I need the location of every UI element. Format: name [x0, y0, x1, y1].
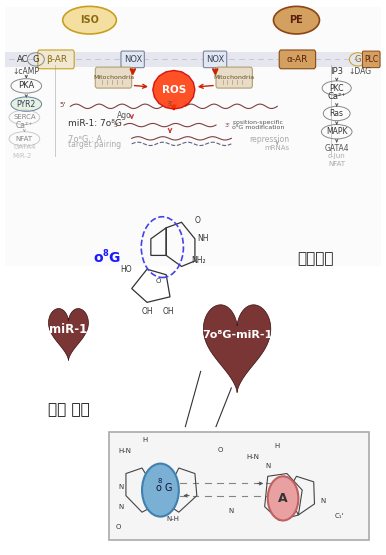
- Text: C₁': C₁': [335, 513, 344, 519]
- Text: ↓DAG: ↓DAG: [348, 67, 371, 76]
- Text: N-H: N-H: [166, 516, 179, 522]
- Text: GATA4: GATA4: [13, 144, 36, 150]
- Text: H-N: H-N: [247, 454, 260, 460]
- Text: Ago: Ago: [117, 111, 131, 120]
- Text: α-AR: α-AR: [287, 55, 308, 64]
- Text: MAPK: MAPK: [326, 127, 347, 136]
- Text: N: N: [229, 507, 234, 513]
- FancyBboxPatch shape: [38, 50, 74, 69]
- Text: Ca²⁺: Ca²⁺: [327, 92, 346, 101]
- Text: 5': 5': [59, 102, 66, 108]
- Text: A: A: [278, 492, 288, 505]
- Circle shape: [142, 463, 179, 517]
- Text: Ras: Ras: [330, 109, 344, 118]
- Text: 8: 8: [103, 249, 109, 258]
- Text: ISO: ISO: [80, 15, 99, 25]
- Text: Mitochondria: Mitochondria: [214, 75, 255, 80]
- Text: H: H: [142, 437, 148, 443]
- Polygon shape: [49, 309, 88, 360]
- Text: mRNAs: mRNAs: [265, 145, 290, 151]
- FancyBboxPatch shape: [362, 51, 380, 68]
- Text: O: O: [156, 279, 161, 284]
- Text: PKA: PKA: [18, 82, 34, 90]
- Text: N: N: [265, 463, 270, 470]
- Text: PLC: PLC: [364, 55, 378, 64]
- FancyBboxPatch shape: [95, 67, 132, 88]
- FancyBboxPatch shape: [216, 67, 252, 88]
- FancyBboxPatch shape: [121, 51, 144, 68]
- Circle shape: [268, 476, 298, 521]
- Text: β-AR: β-AR: [46, 55, 67, 64]
- Bar: [5, 7, 381, 266]
- Text: Ca²⁺: Ca²⁺: [16, 121, 33, 130]
- Text: 7o⁸G : A: 7o⁸G : A: [68, 135, 103, 144]
- Text: H-N: H-N: [118, 448, 131, 455]
- Text: NOX: NOX: [124, 55, 142, 64]
- Ellipse shape: [63, 6, 116, 34]
- Polygon shape: [153, 70, 195, 109]
- Text: SERCA: SERCA: [13, 114, 36, 120]
- Text: H: H: [275, 443, 280, 449]
- Text: position-specific: position-specific: [233, 120, 284, 125]
- Bar: [5, 52, 381, 67]
- Text: 정상 심장: 정상 심장: [47, 402, 89, 417]
- Ellipse shape: [11, 97, 42, 112]
- Text: 3': 3': [225, 123, 230, 128]
- Text: HO: HO: [120, 265, 132, 274]
- Text: OH: OH: [141, 307, 153, 316]
- Text: o⁸G modification: o⁸G modification: [232, 125, 284, 130]
- Text: miR-1: 7o⁸G: miR-1: 7o⁸G: [68, 119, 122, 128]
- Text: NOX: NOX: [206, 55, 224, 64]
- Text: 8: 8: [157, 478, 162, 485]
- Text: NH: NH: [197, 234, 208, 243]
- Text: MiR-2: MiR-2: [13, 153, 32, 159]
- Text: NFAT: NFAT: [16, 136, 33, 142]
- Text: GATA4: GATA4: [324, 144, 349, 153]
- Text: 5': 5': [113, 123, 119, 128]
- Text: O: O: [195, 216, 201, 225]
- Bar: [109, 432, 369, 540]
- Text: o: o: [156, 483, 162, 493]
- Text: AC: AC: [17, 55, 28, 64]
- Text: N: N: [118, 485, 124, 491]
- Text: o: o: [93, 251, 103, 265]
- Text: G: G: [164, 483, 172, 493]
- Text: G: G: [354, 55, 361, 64]
- Text: IP3: IP3: [330, 67, 343, 76]
- Text: c-Jun: c-Jun: [328, 153, 345, 159]
- Text: OH: OH: [162, 307, 174, 316]
- Text: O: O: [217, 447, 222, 453]
- Text: N: N: [321, 498, 326, 504]
- Text: G: G: [33, 55, 39, 64]
- Text: N: N: [118, 504, 124, 509]
- Text: NH₂: NH₂: [191, 256, 206, 265]
- Text: 심비대증: 심비대증: [297, 251, 334, 266]
- FancyBboxPatch shape: [279, 50, 316, 69]
- Text: ↓cAMP: ↓cAMP: [13, 67, 40, 76]
- Text: ROS: ROS: [162, 85, 186, 95]
- Text: NFAT: NFAT: [328, 161, 345, 166]
- Text: 7o⁸G-miR-1: 7o⁸G-miR-1: [202, 330, 272, 340]
- Text: PKC: PKC: [330, 84, 344, 93]
- FancyBboxPatch shape: [203, 51, 227, 68]
- Text: repression: repression: [250, 135, 290, 144]
- Text: PE: PE: [290, 15, 303, 25]
- Text: 3': 3': [167, 101, 173, 107]
- Text: miR-1: miR-1: [49, 324, 88, 336]
- Text: G: G: [109, 251, 120, 265]
- Text: Mitochondria: Mitochondria: [93, 75, 134, 80]
- Text: O: O: [115, 524, 121, 530]
- Ellipse shape: [273, 6, 320, 34]
- Text: PYR2: PYR2: [17, 99, 36, 109]
- Text: target pairing: target pairing: [68, 140, 122, 149]
- Polygon shape: [203, 305, 271, 392]
